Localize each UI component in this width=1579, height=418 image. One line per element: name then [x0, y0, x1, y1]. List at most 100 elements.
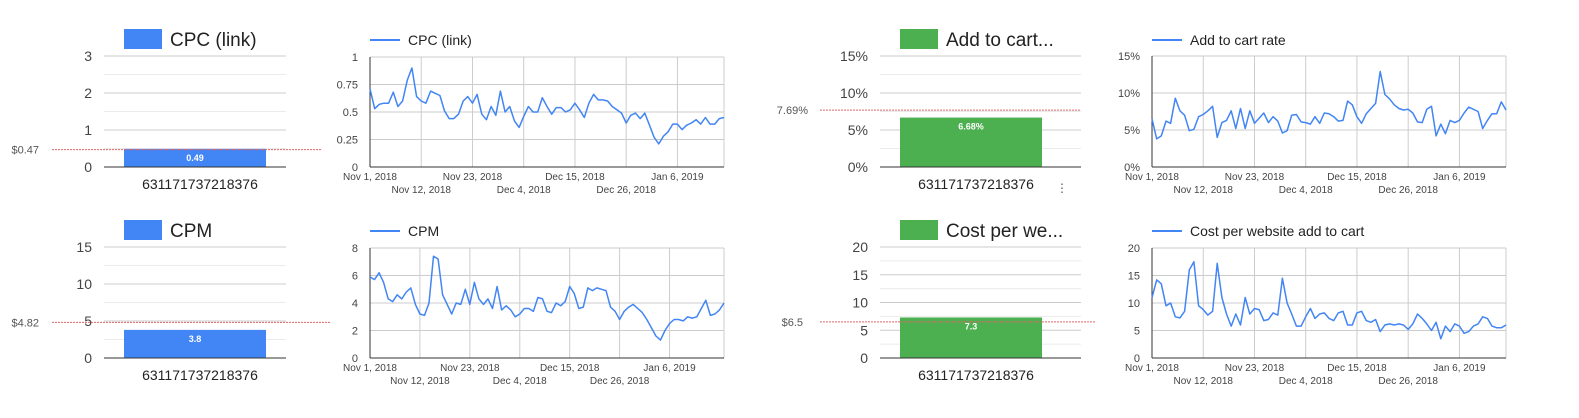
x-tick-label: Dec 4, 2018 — [1279, 185, 1333, 196]
y-tick-label: 15 — [76, 239, 92, 255]
x-tick-label: Nov 1, 2018 — [1125, 363, 1179, 374]
x-tick-label: Nov 23, 2018 — [1225, 172, 1285, 183]
y-tick-label: 3 — [84, 48, 92, 64]
y-tick-label: 1 — [352, 52, 358, 64]
y-tick-label: 0 — [1134, 353, 1140, 365]
legend-swatch — [124, 29, 162, 49]
x-tick-label: Dec 4, 2018 — [1279, 376, 1333, 387]
chart-panel-3: 0% 5% 10% 15% 6.68% 7.69% 631171737218376 Add t… — [777, 29, 1081, 192]
bar — [124, 329, 266, 358]
y-tick-label: 15 — [852, 267, 868, 283]
y-tick-label: 0.5 — [343, 107, 358, 119]
legend-label: CPC (link) — [408, 32, 472, 48]
legend-label: Cost per website add to cart — [1190, 223, 1364, 239]
y-tick-label: 0.75 — [337, 80, 358, 92]
x-tick-label: Dec 15, 2018 — [540, 363, 600, 374]
legend-swatch — [900, 220, 938, 240]
x-tick-label: Nov 1, 2018 — [343, 172, 397, 183]
y-tick-label: 10 — [1128, 298, 1140, 310]
x-tick-label: Dec 4, 2018 — [497, 185, 551, 196]
series-line — [369, 67, 725, 145]
legend-swatch — [900, 29, 938, 49]
legend-label: CPM — [408, 223, 439, 239]
y-tick-label: 1 — [84, 122, 92, 138]
reference-line-label: $6.5 — [782, 317, 803, 329]
category-label: 631171737218376 — [142, 367, 258, 383]
chart-title: Add to cart... — [946, 30, 1054, 51]
x-tick-label: Jan 6, 2019 — [643, 363, 696, 374]
y-tick-label: 5% — [848, 122, 868, 138]
y-tick-label: 10 — [76, 276, 92, 292]
x-tick-label: Nov 1, 2018 — [343, 363, 397, 374]
reference-line-label: $0.47 — [11, 145, 39, 157]
y-tick-label: 15 — [1128, 271, 1140, 283]
category-label: 631171737218376 — [918, 367, 1034, 383]
x-tick-label: Nov 23, 2018 — [443, 172, 503, 183]
chart-title: Cost per we... — [946, 221, 1063, 242]
x-tick-label: Nov 1, 2018 — [1125, 172, 1179, 183]
y-tick-label: 10% — [840, 85, 868, 101]
x-tick-label: Dec 26, 2018 — [596, 185, 656, 196]
y-tick-label: 0% — [1124, 162, 1140, 174]
bar-data-label: 3.8 — [189, 334, 202, 344]
series-line — [1151, 70, 1507, 140]
chart-panel-6: 0 2 4 6 8 Nov 1, 2018 Nov 23, 2018 Dec 15, 2018… — [343, 223, 725, 387]
x-tick-label: Nov 23, 2018 — [440, 363, 500, 374]
y-tick-label: 5% — [1124, 125, 1140, 137]
chart-panel-7: 0 5 10 15 20 7.3 $6.5 631171737218376 Cost per w… — [782, 220, 1096, 383]
y-tick-label: 5 — [860, 322, 868, 338]
y-tick-label: 0 — [860, 350, 868, 366]
chart-menu-icon[interactable]: ⋮ — [1056, 181, 1068, 195]
chart-panel-8: 0 5 10 15 20 Nov 1, 2018 Nov 23, 2018 Dec 15, 2… — [1125, 223, 1507, 387]
y-tick-label: 5 — [1134, 326, 1140, 338]
y-tick-label: 6 — [352, 271, 358, 283]
x-tick-label: Nov 23, 2018 — [1225, 363, 1285, 374]
y-tick-label: 5 — [84, 313, 92, 329]
bar — [124, 148, 266, 167]
y-tick-label: 10% — [1118, 88, 1140, 100]
x-tick-label: Nov 12, 2018 — [1173, 376, 1233, 387]
x-tick-label: Dec 15, 2018 — [1327, 172, 1387, 183]
bar — [900, 317, 1042, 358]
y-tick-label: 15% — [840, 48, 868, 64]
chart-title: CPC (link) — [170, 30, 257, 51]
x-tick-label: Nov 12, 2018 — [1173, 185, 1233, 196]
chart-panel-2: 0 0.25 0.5 0.75 1 Nov 1, 2018 Nov 23, 2018 Dec … — [337, 32, 725, 196]
y-tick-label: 2 — [352, 326, 358, 338]
reference-line-label: 7.69% — [777, 105, 808, 117]
x-tick-label: Nov 12, 2018 — [391, 185, 451, 196]
x-tick-label: Dec 15, 2018 — [1327, 363, 1387, 374]
legend-label: Add to cart rate — [1190, 32, 1286, 48]
bar-data-label: 6.68% — [958, 122, 984, 132]
x-tick-label: Dec 26, 2018 — [1378, 376, 1438, 387]
chart-panel-1: 0 1 2 3 0.49 $0.47 631171737218376 CPC (link) — [11, 29, 322, 192]
x-tick-label: Jan 6, 2019 — [651, 172, 704, 183]
bar-data-label: 7.3 — [965, 321, 978, 331]
x-tick-label: Dec 26, 2018 — [590, 376, 650, 387]
chart-panel-4: 0% 5% 10% 15% Nov 1, 2018 Nov 23, 2018 Dec 15,… — [1118, 32, 1507, 196]
y-tick-label: 4 — [352, 298, 358, 310]
y-tick-label: 10 — [852, 295, 868, 311]
x-tick-label: Dec 15, 2018 — [545, 172, 605, 183]
x-tick-label: Dec 26, 2018 — [1378, 185, 1438, 196]
y-tick-label: 0% — [848, 159, 868, 175]
y-tick-label: 20 — [852, 239, 868, 255]
y-tick-label: 0 — [352, 162, 358, 174]
y-tick-label: 20 — [1128, 243, 1140, 255]
y-tick-label: 2 — [84, 85, 92, 101]
x-tick-label: Dec 4, 2018 — [493, 376, 547, 387]
series-line — [1151, 261, 1507, 340]
bar — [900, 117, 1042, 167]
chart-panel-5: 0 5 10 15 3.8 $4.82 631171737218376 CPM — [11, 220, 330, 383]
y-tick-label: 0 — [84, 350, 92, 366]
x-tick-label: Jan 6, 2019 — [1433, 172, 1486, 183]
category-label: 631171737218376 — [918, 176, 1034, 192]
x-tick-label: Jan 6, 2019 — [1433, 363, 1486, 374]
bar-data-label: 0.49 — [186, 153, 204, 163]
chart-title: CPM — [170, 221, 212, 242]
y-tick-label: 8 — [352, 243, 358, 255]
category-label: 631171737218376 — [142, 176, 258, 192]
x-tick-label: Nov 12, 2018 — [390, 376, 450, 387]
legend-swatch — [124, 220, 162, 240]
